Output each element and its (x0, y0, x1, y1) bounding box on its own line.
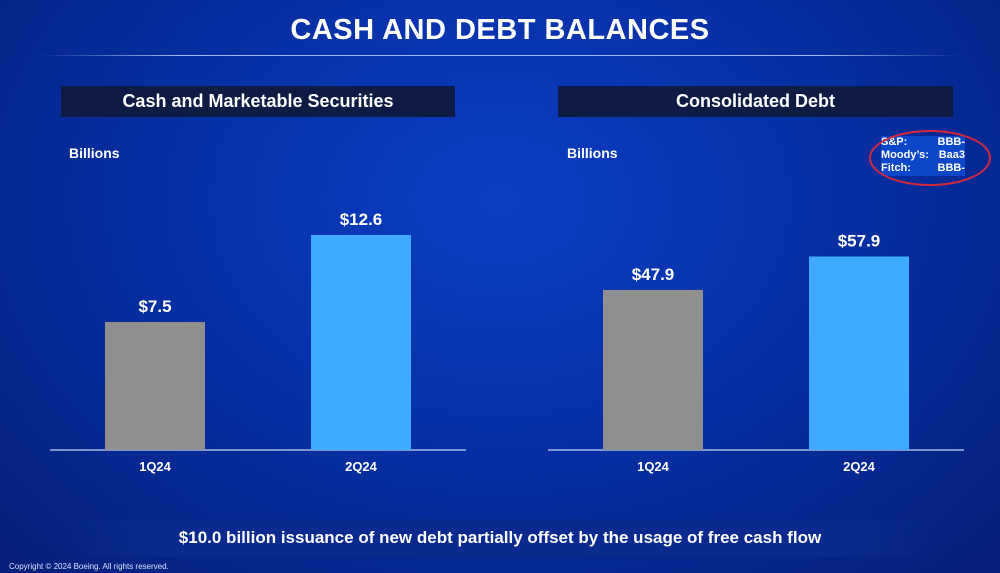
data-label: $57.9 (838, 232, 881, 251)
x-tick-label: 2Q24 (345, 459, 378, 474)
x-tick-label: 1Q24 (139, 459, 172, 474)
bar-1q24 (105, 322, 205, 450)
x-tick-label: 2Q24 (843, 459, 876, 474)
bar-2q24 (311, 235, 411, 450)
x-tick-label: 1Q24 (637, 459, 670, 474)
data-label: $12.6 (340, 210, 383, 229)
cash-chart-unit-label: Billions (69, 145, 120, 161)
copyright-text: Copyright © 2024 Boeing. All rights rese… (9, 562, 169, 571)
cash-bar-chart: $7.5 1Q24 $12.6 2Q24 (50, 210, 466, 474)
debt-bar-chart: $47.9 1Q24 $57.9 2Q24 (548, 232, 964, 474)
debt-chart-title: Consolidated Debt (558, 86, 953, 117)
bar-2q24 (809, 256, 909, 450)
debt-chart-unit-label: Billions (567, 145, 618, 161)
data-label: $7.5 (138, 297, 171, 316)
title-divider (40, 55, 960, 56)
bar-1q24 (603, 289, 703, 450)
data-label: $47.9 (632, 265, 675, 284)
ratings-highlight-circle (869, 130, 991, 186)
slide-title: CASH AND DEBT BALANCES (290, 14, 710, 46)
cash-chart-title: Cash and Marketable Securities (61, 86, 455, 117)
footer-note: $10.0 billion issuance of new debt parti… (60, 519, 940, 557)
